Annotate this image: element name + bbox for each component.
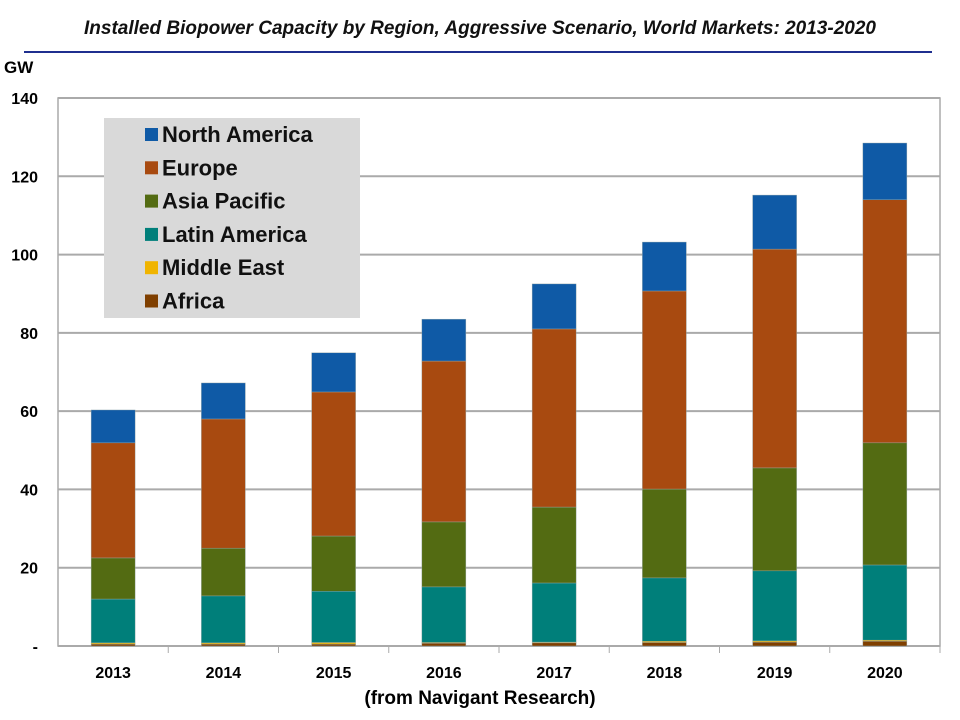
y-tick-label: 140 <box>11 91 38 108</box>
legend-label: North America <box>162 122 314 147</box>
bar-segment-latin-america <box>421 586 467 643</box>
x-tick-label: 2019 <box>757 665 793 682</box>
bar-segment-asia-pacific <box>642 488 687 579</box>
bar-segment-north-america <box>311 352 356 393</box>
bar-segment-north-america <box>862 142 908 200</box>
bar-segment-africa <box>311 643 356 647</box>
source-note: (from Navigant Research) <box>364 688 596 709</box>
bar-segment-asia-pacific <box>421 521 467 588</box>
bar-segment-north-america <box>201 382 246 420</box>
bar-segment-africa <box>421 643 467 647</box>
bar-segment-latin-america <box>201 595 246 644</box>
legend-swatch <box>145 227 158 241</box>
bar-segment-europe <box>642 290 687 490</box>
legend-label: Latin America <box>162 222 307 247</box>
y-tick-label: - <box>33 639 38 656</box>
bar-segment-north-america <box>752 194 797 250</box>
bar-segment-europe <box>752 248 797 469</box>
y-tick-label: 40 <box>20 482 38 499</box>
bar-segment-latin-america <box>531 582 577 643</box>
legend-swatch <box>145 261 158 275</box>
bar-segment-north-america <box>90 409 136 444</box>
y-tick-label: 100 <box>11 248 38 265</box>
x-tick-label: 2016 <box>426 665 462 682</box>
bar-segment-europe <box>201 418 246 549</box>
legend-swatch <box>145 294 158 308</box>
bar-segment-asia-pacific <box>90 557 136 600</box>
bar-segment-asia-pacific <box>311 535 356 592</box>
bar-segment-europe <box>531 328 577 508</box>
bar-segment-asia-pacific <box>531 506 577 584</box>
bar-segment-africa <box>531 642 577 647</box>
y-tick-label: 120 <box>11 169 38 186</box>
bar-segment-europe <box>862 199 908 444</box>
x-tick-label: 2018 <box>647 665 683 682</box>
x-tick-label: 2015 <box>316 665 352 682</box>
bar-segment-africa <box>752 641 797 647</box>
bar-segment-africa <box>90 643 136 647</box>
bar-segment-asia-pacific <box>752 467 797 572</box>
bar-segment-latin-america <box>752 570 797 642</box>
bar-segment-africa <box>201 643 246 647</box>
bar-segment-latin-america <box>90 598 136 644</box>
x-tick-label: 2014 <box>206 665 242 682</box>
bar-segment-north-america <box>531 283 577 330</box>
bar-segment-latin-america <box>642 577 687 642</box>
legend-label: Asia Pacific <box>162 189 286 214</box>
x-tick-label: 2017 <box>536 665 572 682</box>
x-tick-label: 2013 <box>95 665 131 682</box>
bar-segment-latin-america <box>862 564 908 641</box>
bar-segment-europe <box>90 442 136 559</box>
bar-segment-europe <box>421 360 467 523</box>
legend-label: Africa <box>162 289 225 314</box>
legend-swatch <box>145 161 158 175</box>
bar-segment-north-america <box>642 241 687 292</box>
bar-segment-europe <box>311 391 356 537</box>
bar-segment-africa <box>862 641 908 647</box>
y-tick-label: 60 <box>20 404 38 421</box>
y-axis-label: GW <box>4 58 34 77</box>
legend-box <box>104 118 360 318</box>
bar-segment-north-america <box>421 318 467 362</box>
bar-segment-middle-east <box>311 642 356 645</box>
y-tick-label: 80 <box>20 326 38 343</box>
x-tick-label: 2020 <box>867 665 903 682</box>
bar-segment-latin-america <box>311 591 356 643</box>
legend-label: Middle East <box>162 255 285 280</box>
bar-segment-africa <box>642 642 687 647</box>
y-tick-label: 20 <box>20 561 38 578</box>
legend-label: Europe <box>162 155 238 180</box>
legend-swatch <box>145 194 158 208</box>
title-divider <box>24 51 932 53</box>
chart-title: Installed Biopower Capacity by Region, A… <box>84 18 876 39</box>
bar-segment-asia-pacific <box>862 442 908 566</box>
bar-segment-asia-pacific <box>201 547 246 597</box>
legend-swatch <box>145 128 158 141</box>
